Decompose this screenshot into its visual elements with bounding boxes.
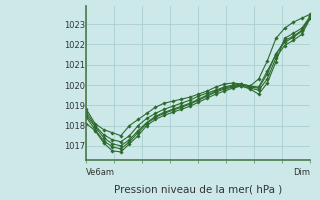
X-axis label: Pression niveau de la mer( hPa ): Pression niveau de la mer( hPa ): [114, 184, 283, 194]
Text: Dim: Dim: [293, 168, 310, 177]
Text: Ve6am: Ve6am: [86, 168, 116, 177]
